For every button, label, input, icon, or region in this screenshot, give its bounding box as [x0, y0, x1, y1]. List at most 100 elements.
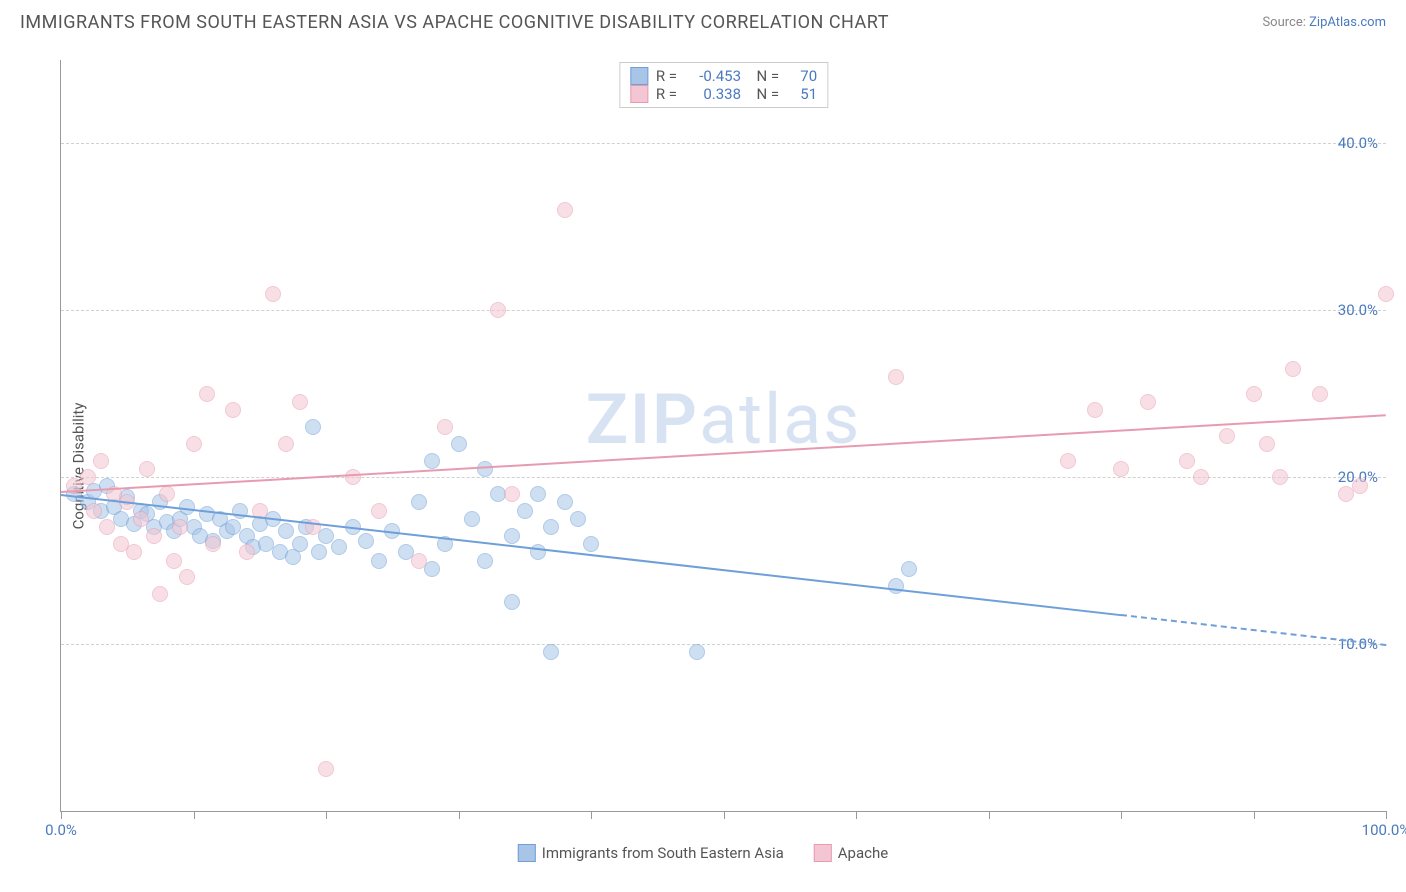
scatter-point — [80, 469, 96, 485]
watermark: ZIPatlas — [586, 379, 862, 461]
stat-n-label: N = — [749, 85, 779, 103]
scatter-point — [146, 528, 162, 544]
scatter-point — [504, 594, 520, 610]
scatter-point — [371, 503, 387, 519]
scatter-point — [166, 553, 182, 569]
stats-row: R =0.338 N =51 — [630, 85, 817, 103]
scatter-point — [464, 511, 480, 527]
scatter-point — [278, 436, 294, 452]
scatter-point — [424, 453, 440, 469]
gridline — [61, 143, 1386, 144]
scatter-point — [1113, 461, 1129, 477]
scatter-point — [318, 528, 334, 544]
scatter-point — [265, 286, 281, 302]
scatter-point — [239, 544, 255, 560]
scatter-point — [1312, 386, 1328, 402]
scatter-point — [1140, 394, 1156, 410]
x-tick — [724, 811, 725, 819]
gridline — [61, 477, 1386, 478]
scatter-point — [477, 461, 493, 477]
scatter-point — [530, 486, 546, 502]
scatter-point — [371, 553, 387, 569]
scatter-point — [1193, 469, 1209, 485]
legend-swatch — [814, 844, 832, 862]
scatter-point — [99, 519, 115, 535]
x-tick — [591, 811, 592, 819]
scatter-point — [570, 511, 586, 527]
scatter-point — [1087, 402, 1103, 418]
scatter-point — [504, 528, 520, 544]
stat-r-label: R = — [656, 67, 677, 85]
chart-title: IMMIGRANTS FROM SOUTH EASTERN ASIA VS AP… — [20, 12, 889, 33]
source-link[interactable]: ZipAtlas.com — [1309, 15, 1386, 30]
stats-legend-box: R =-0.453 N =70R =0.338 N =51 — [619, 62, 828, 108]
source-label: Source: — [1262, 15, 1305, 30]
stat-n-value: 70 — [787, 67, 817, 85]
scatter-point — [504, 486, 520, 502]
scatter-point — [179, 569, 195, 585]
legend-label: Apache — [838, 844, 888, 862]
x-tick — [1121, 811, 1122, 819]
scatter-point — [689, 644, 705, 660]
scatter-point — [86, 503, 102, 519]
y-tick-label: 40.0% — [1338, 134, 1378, 152]
scatter-point — [345, 469, 361, 485]
scatter-point — [557, 202, 573, 218]
scatter-point — [318, 761, 334, 777]
scatter-point — [199, 386, 215, 402]
gridline — [61, 644, 1386, 645]
x-tick — [856, 811, 857, 819]
scatter-point — [1179, 453, 1195, 469]
scatter-point — [1219, 428, 1235, 444]
scatter-point — [205, 536, 221, 552]
scatter-point — [424, 561, 440, 577]
scatter-point — [888, 369, 904, 385]
scatter-point — [543, 519, 559, 535]
scatter-point — [159, 486, 175, 502]
x-tick — [459, 811, 460, 819]
scatter-point — [331, 539, 347, 555]
x-tick — [326, 811, 327, 819]
scatter-point — [139, 461, 155, 477]
plot-region: ZIPatlas R =-0.453 N =70R =0.338 N =51 1… — [60, 60, 1386, 812]
scatter-point — [225, 402, 241, 418]
trend-line — [61, 494, 1121, 616]
scatter-point — [1259, 436, 1275, 452]
legend-swatch — [630, 67, 648, 85]
scatter-point — [1246, 386, 1262, 402]
chart-source: Source: ZipAtlas.com — [1262, 15, 1386, 30]
scatter-point — [278, 523, 294, 539]
x-tick-label: 0.0% — [45, 821, 77, 839]
x-tick — [61, 811, 62, 819]
scatter-point — [437, 419, 453, 435]
scatter-point — [1352, 478, 1368, 494]
scatter-point — [133, 511, 149, 527]
stat-n-value: 51 — [787, 85, 817, 103]
scatter-point — [901, 561, 917, 577]
gridline — [61, 310, 1386, 311]
scatter-point — [186, 436, 202, 452]
trend-line — [1121, 614, 1386, 646]
scatter-point — [490, 302, 506, 318]
chart-header: IMMIGRANTS FROM SOUTH EASTERN ASIA VS AP… — [0, 0, 1406, 41]
scatter-point — [517, 503, 533, 519]
scatter-point — [292, 394, 308, 410]
scatter-point — [311, 544, 327, 560]
legend-swatch — [518, 844, 536, 862]
stat-r-value: 0.338 — [685, 85, 741, 103]
scatter-point — [358, 533, 374, 549]
stats-row: R =-0.453 N =70 — [630, 67, 817, 85]
x-tick — [194, 811, 195, 819]
x-tick-label: 100.0% — [1362, 821, 1406, 839]
legend-label: Immigrants from South Eastern Asia — [542, 844, 784, 862]
scatter-point — [557, 494, 573, 510]
scatter-point — [1285, 361, 1301, 377]
scatter-point — [305, 419, 321, 435]
scatter-point — [1378, 286, 1394, 302]
scatter-point — [477, 553, 493, 569]
legend-item: Apache — [814, 844, 888, 862]
chart-area: Cognitive Disability ZIPatlas R =-0.453 … — [20, 60, 1386, 872]
x-tick — [1386, 811, 1387, 819]
stat-n-label: N = — [749, 67, 779, 85]
scatter-point — [292, 536, 308, 552]
